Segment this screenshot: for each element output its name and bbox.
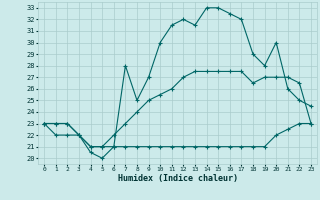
X-axis label: Humidex (Indice chaleur): Humidex (Indice chaleur) bbox=[118, 174, 238, 183]
